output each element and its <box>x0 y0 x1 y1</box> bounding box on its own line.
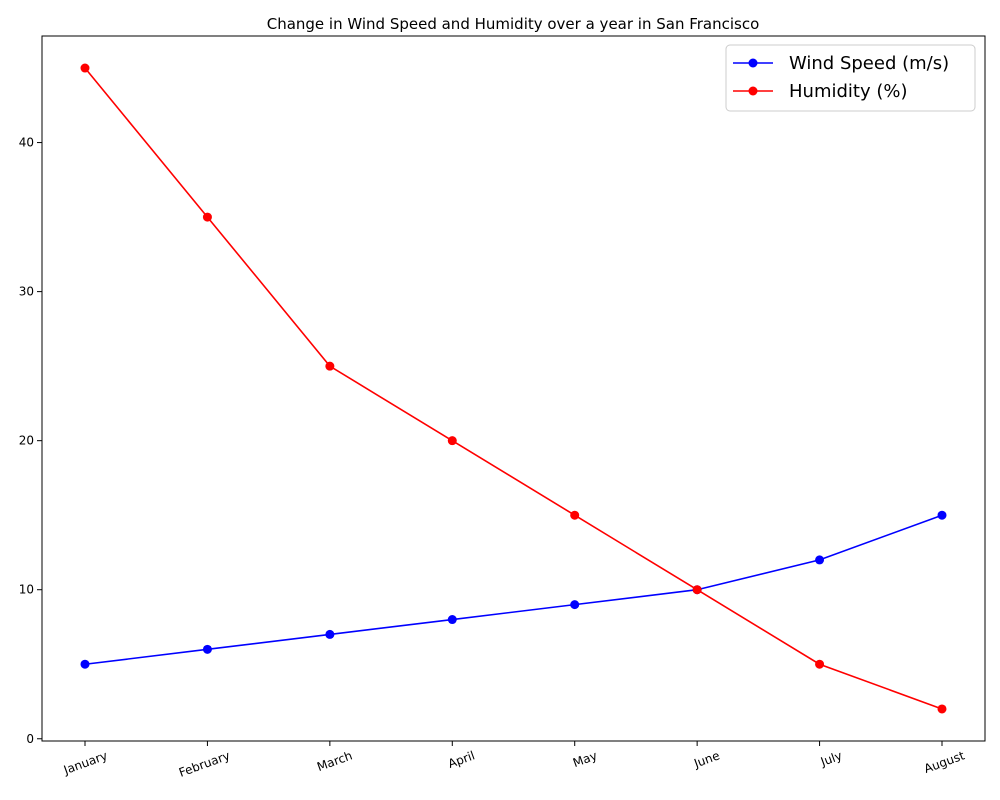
x-tick-label: May <box>571 748 599 770</box>
data-point <box>202 644 212 654</box>
y-tick-label: 40 <box>19 136 34 150</box>
data-point <box>325 361 335 371</box>
x-tick-label: August <box>922 748 967 776</box>
data-point <box>692 585 702 595</box>
data-point <box>202 212 212 222</box>
data-point <box>447 436 457 446</box>
y-axis: 0 10 20 30 40 <box>19 136 42 746</box>
data-point <box>815 555 825 565</box>
legend-marker <box>748 86 758 96</box>
legend-box <box>725 44 976 112</box>
series-line <box>84 67 943 710</box>
data-point <box>325 629 335 639</box>
y-tick-label: 0 <box>26 732 34 746</box>
x-tick-label: June <box>691 748 721 770</box>
x-tick-label: July <box>818 748 844 769</box>
series-line <box>84 514 943 666</box>
legend-marker <box>748 58 758 68</box>
y-tick-label: 20 <box>19 434 34 448</box>
x-tick-label: February <box>177 748 232 779</box>
data-point <box>937 704 947 714</box>
chart-title: Change in Wind Speed and Humidity over a… <box>267 15 760 33</box>
x-tick-label: March <box>315 748 354 774</box>
y-tick-label: 10 <box>19 583 34 597</box>
x-tick-label: January <box>61 748 109 777</box>
legend-label: Humidity (%) <box>789 81 908 102</box>
data-point <box>80 659 90 669</box>
axes-frame <box>41 35 986 742</box>
y-tick-label: 30 <box>19 285 34 299</box>
data-point <box>80 63 90 73</box>
x-axis: January February March April May June July Augu… <box>61 741 967 780</box>
data-point <box>570 510 580 520</box>
data-point <box>815 659 825 669</box>
legend: Wind Speed (m/s) Humidity (%) <box>725 44 976 112</box>
data-point <box>937 510 947 520</box>
data-point <box>570 600 580 610</box>
legend-label: Wind Speed (m/s) <box>789 53 949 74</box>
plot-area <box>80 63 947 714</box>
x-tick-label: April <box>446 748 477 771</box>
data-point <box>447 615 457 625</box>
